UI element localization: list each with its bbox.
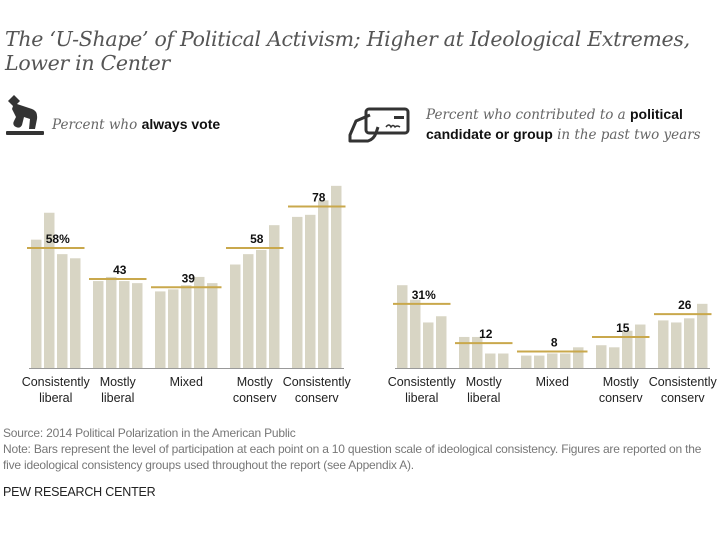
bar (573, 347, 584, 368)
bar (269, 225, 280, 368)
category-label: Mixed (170, 375, 203, 389)
bar (521, 355, 532, 368)
bar (243, 254, 254, 368)
category-label: conserv (599, 391, 644, 405)
category-label: conserv (233, 391, 278, 405)
chart-title: The ‘U-Shape’ of Political Activism; Hig… (5, 27, 690, 75)
bar (658, 320, 669, 368)
bar (671, 322, 682, 368)
bar (547, 353, 558, 368)
bar (596, 345, 607, 368)
average-label: 78 (312, 191, 326, 205)
bar (397, 285, 408, 368)
category-label: Mixed (536, 375, 569, 389)
category-label: Mostly (466, 375, 503, 389)
category-label: liberal (101, 391, 134, 405)
brand-label: PEW RESEARCH CENTER (3, 485, 156, 499)
bar (436, 316, 447, 368)
average-label: 8 (551, 335, 558, 349)
bar (318, 200, 329, 368)
average-label: 15 (616, 321, 630, 335)
bar (560, 353, 571, 368)
bar (132, 283, 143, 368)
bar (44, 212, 55, 368)
check-payment-icon (346, 105, 412, 150)
average-label: 58% (46, 232, 70, 246)
bar (256, 250, 267, 368)
bar (168, 289, 179, 368)
category-label: Mostly (603, 375, 640, 389)
bar (534, 355, 545, 368)
bar (31, 239, 42, 368)
bar (155, 291, 166, 368)
bar (331, 185, 342, 368)
category-label: Consistently (283, 375, 352, 389)
bar (292, 216, 303, 368)
bar (410, 299, 421, 368)
bar (609, 347, 620, 368)
bar (194, 276, 205, 368)
average-label: 58 (250, 232, 264, 246)
average-label: 12 (479, 327, 493, 341)
bar (230, 264, 241, 368)
bar-charts: 58% Consistently liberal 43 Mostly liberal 39 M… (22, 185, 718, 405)
ballot-voting-icon (2, 95, 46, 142)
category-label: conserv (295, 391, 340, 405)
subtitle-bold: always vote (141, 116, 221, 132)
bar (459, 336, 470, 368)
left-panel-subtitle: Percent who always vote (52, 115, 220, 135)
category-label: liberal (405, 391, 438, 405)
category-label: Consistently (22, 375, 91, 389)
category-label: Consistently (649, 375, 718, 389)
subtitle-text: Percent who (52, 117, 142, 133)
subtitle-text: Percent who contributed to a (426, 107, 630, 123)
category-label: conserv (661, 391, 706, 405)
bar (93, 281, 104, 368)
methodology-note: Note: Bars represent the level of partic… (3, 442, 702, 472)
average-label: 31% (412, 288, 436, 302)
bar (207, 283, 218, 368)
bar (498, 353, 509, 368)
bar (70, 258, 81, 368)
bar (622, 330, 633, 368)
average-label: 39 (182, 271, 196, 285)
bar (485, 353, 496, 368)
right-panel-subtitle: Percent who contributed to a political c… (426, 105, 716, 145)
category-label: Mostly (100, 375, 137, 389)
bar (423, 322, 434, 368)
bar (181, 285, 192, 368)
bar (684, 318, 695, 368)
bar (106, 276, 117, 368)
bar (635, 324, 646, 368)
category-label: Consistently (388, 375, 457, 389)
category-label: liberal (467, 391, 500, 405)
bar (119, 281, 130, 368)
category-label: liberal (39, 391, 72, 405)
subtitle-bold: political candidate or group (426, 106, 683, 142)
category-label: Mostly (237, 375, 274, 389)
source-note: Source: 2014 Political Polarization in t… (3, 426, 296, 440)
average-label: 43 (113, 263, 127, 277)
bar (697, 303, 708, 368)
bar (472, 336, 483, 368)
average-label: 26 (678, 298, 692, 312)
subtitle-text: in the past two years (552, 127, 701, 143)
bar (305, 214, 316, 368)
bar (57, 254, 68, 368)
